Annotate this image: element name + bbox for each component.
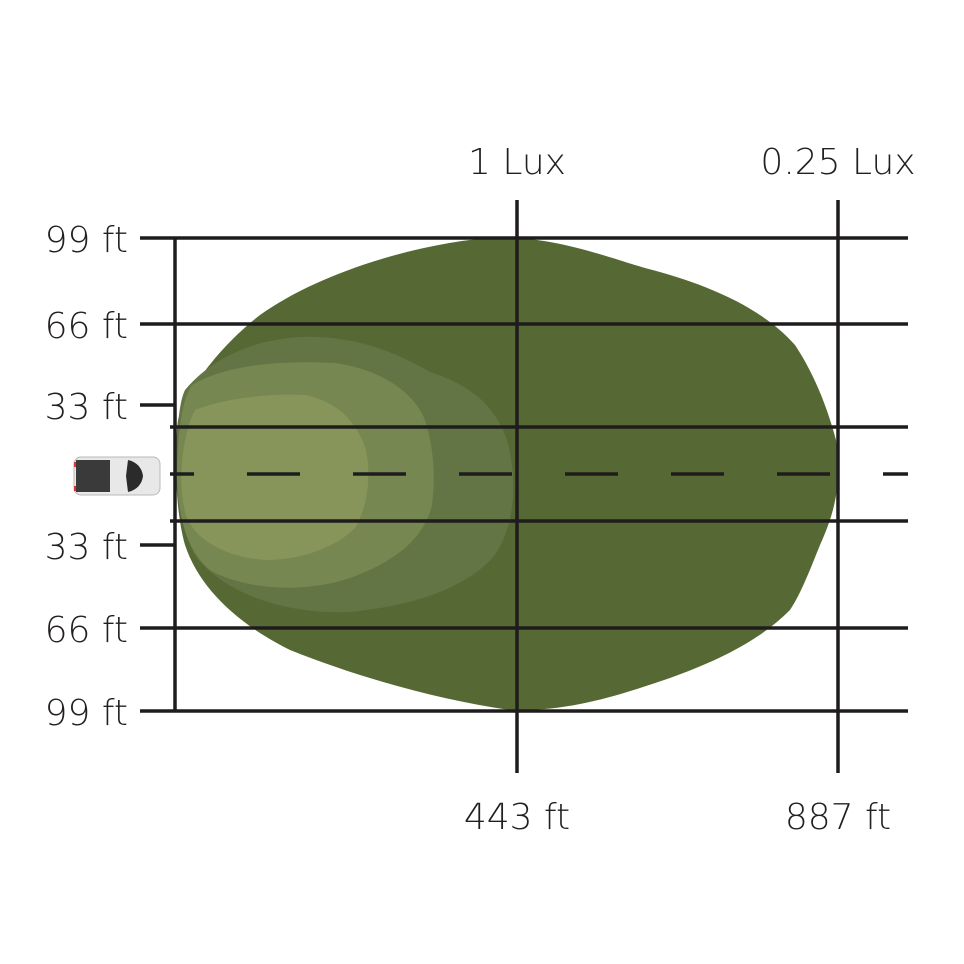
label-887ft: 887 ft xyxy=(785,797,891,838)
label-33ft-top: 33 ft xyxy=(45,387,128,428)
labels: 1 Lux 0.25 Lux 443 ft 887 ft 99 ft 66 ft… xyxy=(45,142,916,838)
label-443ft: 443 ft xyxy=(464,797,570,838)
zone-inner xyxy=(181,394,369,560)
label-0-25-lux: 0.25 Lux xyxy=(760,142,915,183)
label-66ft-top: 66 ft xyxy=(45,306,128,347)
pickup-truck-icon xyxy=(73,456,161,496)
label-99ft-top: 99 ft xyxy=(45,220,128,261)
grid-lines xyxy=(140,200,908,773)
label-33ft-bottom: 33 ft xyxy=(45,527,128,568)
label-99ft-bottom: 99 ft xyxy=(45,693,128,734)
label-1-lux: 1 Lux xyxy=(468,142,566,183)
label-66ft-bottom: 66 ft xyxy=(45,610,128,651)
